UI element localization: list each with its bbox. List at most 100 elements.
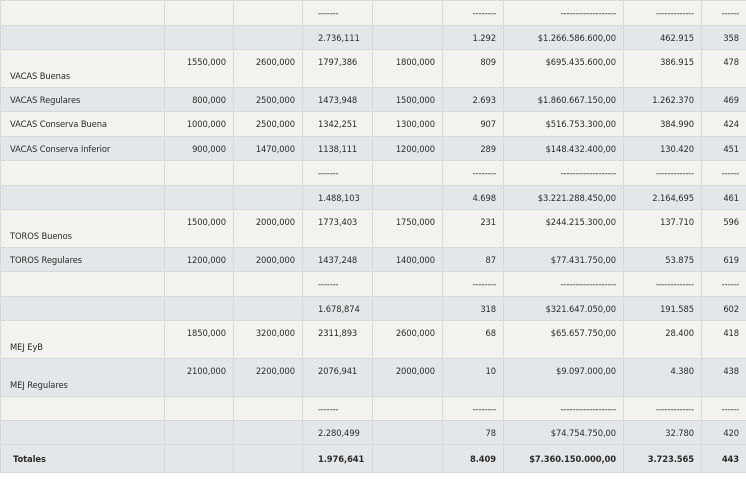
total-kg-cell: 191.585 <box>623 296 702 321</box>
min-value-cell <box>164 444 234 473</box>
head-count-cell: 68 <box>442 320 504 359</box>
total-kg-cell: 137.710 <box>623 209 702 248</box>
reference-value-cell <box>372 420 443 445</box>
amount-cell: ------------------- <box>503 271 624 297</box>
table-row: ------- -------- ------------------- ------… <box>0 160 746 186</box>
reference-value-cell: 1800,000 <box>372 49 443 88</box>
amount-cell: ------------------- <box>503 160 624 186</box>
max-value-cell <box>233 185 303 210</box>
reference-value-cell: 1400,000 <box>372 247 443 272</box>
max-value-cell: 2600,000 <box>233 49 303 88</box>
avg-weight-cell: ------- <box>302 0 373 26</box>
price-per-kg-cell: 438 <box>701 358 746 397</box>
min-value-cell: 900,000 <box>164 136 234 161</box>
max-value-cell <box>233 160 303 186</box>
row-label-cell: MEJ Regulares <box>0 358 165 397</box>
reference-value-cell <box>372 271 443 297</box>
table-row: 1.488,103 4.698 $3.221.288.450,00 2.164,695… <box>0 185 746 210</box>
table-row: ------- -------- ------------------- ------… <box>0 271 746 297</box>
table-row: ------- -------- ------------------- ------… <box>0 396 746 421</box>
total-kg-cell: 28.400 <box>623 320 702 359</box>
avg-weight-cell: 1.976,641 <box>302 444 373 473</box>
reference-value-cell <box>372 185 443 210</box>
min-value-cell <box>164 420 234 445</box>
min-value-cell: 2100,000 <box>164 358 234 397</box>
price-per-kg-cell: ------ <box>701 271 746 297</box>
max-value-cell <box>233 271 303 297</box>
head-count-cell: 1.292 <box>442 25 504 50</box>
max-value-cell: 1470,000 <box>233 136 303 161</box>
price-per-kg-cell: 451 <box>701 136 746 161</box>
head-count-cell: -------- <box>442 271 504 297</box>
total-kg-cell: 1.262.370 <box>623 87 702 112</box>
row-label-cell: TOROS Regulares <box>0 247 165 272</box>
min-value-cell: 1850,000 <box>164 320 234 359</box>
row-label-cell: VACAS Conserva Inferior <box>0 136 165 161</box>
totals-row: Totales 1.976,641 8.409 $7.360.150.000,00 3.… <box>0 444 746 473</box>
head-count-cell: 8.409 <box>442 444 504 473</box>
avg-weight-cell: 1138,111 <box>302 136 373 161</box>
max-value-cell: 2000,000 <box>233 247 303 272</box>
max-value-cell <box>233 296 303 321</box>
head-count-cell: -------- <box>442 396 504 421</box>
price-per-kg-cell: 461 <box>701 185 746 210</box>
min-value-cell <box>164 296 234 321</box>
amount-cell: ------------------- <box>503 0 624 26</box>
price-per-kg-cell: 469 <box>701 87 746 112</box>
amount-cell: $74.754.750,00 <box>503 420 624 445</box>
avg-weight-cell: 2311,893 <box>302 320 373 359</box>
amount-cell: $148.432.400,00 <box>503 136 624 161</box>
amount-cell: $3.221.288.450,00 <box>503 185 624 210</box>
total-kg-cell: 53.875 <box>623 247 702 272</box>
row-label-cell: VACAS Buenas <box>0 49 165 88</box>
total-kg-cell: ------------- <box>623 0 702 26</box>
reference-value-cell <box>372 0 443 26</box>
avg-weight-cell: ------- <box>302 160 373 186</box>
amount-cell: $516.753.300,00 <box>503 111 624 137</box>
max-value-cell <box>233 0 303 26</box>
head-count-cell: 2.693 <box>442 87 504 112</box>
table-row: VACAS Regulares 800,000 2500,000 1473,948 15… <box>0 87 746 112</box>
min-value-cell <box>164 396 234 421</box>
row-label-cell <box>0 160 165 186</box>
price-per-kg-cell: 443 <box>701 444 746 473</box>
total-kg-cell: ------------- <box>623 271 702 297</box>
price-per-kg-cell: 619 <box>701 247 746 272</box>
total-kg-cell: 384.990 <box>623 111 702 137</box>
max-value-cell: 2000,000 <box>233 209 303 248</box>
reference-value-cell: 2600,000 <box>372 320 443 359</box>
row-label-cell <box>0 396 165 421</box>
min-value-cell <box>164 25 234 50</box>
total-kg-cell: 130.420 <box>623 136 702 161</box>
min-value-cell: 1500,000 <box>164 209 234 248</box>
table-row: VACAS Conserva Inferior 900,000 1470,000 11… <box>0 136 746 161</box>
row-label-cell <box>0 420 165 445</box>
price-per-kg-cell: 596 <box>701 209 746 248</box>
reference-value-cell <box>372 296 443 321</box>
row-label-cell <box>0 271 165 297</box>
min-value-cell <box>164 185 234 210</box>
price-per-kg-cell: 418 <box>701 320 746 359</box>
total-kg-cell: 32.780 <box>623 420 702 445</box>
amount-cell: $65.657.750,00 <box>503 320 624 359</box>
max-value-cell <box>233 444 303 473</box>
avg-weight-cell: 2076,941 <box>302 358 373 397</box>
price-per-kg-cell: ------ <box>701 0 746 26</box>
amount-cell: $321.647.050,00 <box>503 296 624 321</box>
price-per-kg-cell: 478 <box>701 49 746 88</box>
min-value-cell: 1000,000 <box>164 111 234 137</box>
max-value-cell <box>233 420 303 445</box>
avg-weight-cell: 1342,251 <box>302 111 373 137</box>
avg-weight-cell: 1.488,103 <box>302 185 373 210</box>
reference-value-cell: 1200,000 <box>372 136 443 161</box>
reference-value-cell: 1750,000 <box>372 209 443 248</box>
amount-cell: $77.431.750,00 <box>503 247 624 272</box>
price-per-kg-cell: 420 <box>701 420 746 445</box>
avg-weight-cell: 1473,948 <box>302 87 373 112</box>
amount-cell: $1.266.586.600,00 <box>503 25 624 50</box>
head-count-cell: 87 <box>442 247 504 272</box>
avg-weight-cell: 2.280,499 <box>302 420 373 445</box>
price-per-kg-cell: ------ <box>701 160 746 186</box>
avg-weight-cell: 1.678,874 <box>302 296 373 321</box>
